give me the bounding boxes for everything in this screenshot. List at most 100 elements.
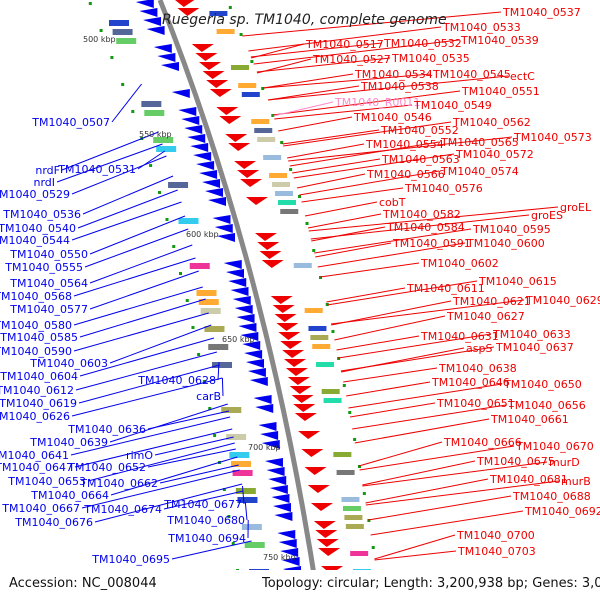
gene-label-forward[interactable]: TM1040_0639 xyxy=(29,436,108,449)
gene-label-forward[interactable]: TM1040_0636 xyxy=(67,423,146,436)
gene-label-forward[interactable]: TM1040_0653 xyxy=(7,475,86,488)
gene-label-forward[interactable]: TM1040_0647 xyxy=(0,461,73,474)
gene-label-reverse[interactable]: TM1040_0692 xyxy=(524,505,600,518)
gene-label-reverse[interactable]: TM1040_0661 xyxy=(490,413,569,426)
gene-label-reverse[interactable]: murD xyxy=(549,456,580,469)
gene-label-reverse[interactable]: TM1040_0584 xyxy=(386,221,465,234)
gene-label-forward[interactable]: TM1040_0667 xyxy=(1,502,80,515)
gene-label-forward[interactable]: TM1040_0619 xyxy=(0,397,77,410)
gene-label-forward[interactable]: TM1040_0529 xyxy=(0,188,70,201)
gene-label-reverse[interactable]: TM1040_0533 xyxy=(442,21,521,34)
rna-label[interactable]: TM1040_R0011 xyxy=(334,96,420,109)
gene-label-reverse[interactable]: TM1040_0681 xyxy=(489,473,568,486)
gene-label-reverse[interactable]: TM1040_0537 xyxy=(502,6,581,19)
gene-label-reverse[interactable]: TM1040_0572 xyxy=(455,148,534,161)
gene-label-reverse[interactable]: TM1040_0565 xyxy=(440,136,519,149)
gene-label-reverse[interactable]: TM1040_0517 xyxy=(305,38,384,51)
gene-label-reverse[interactable]: TM1040_0600 xyxy=(466,237,545,250)
gene-label-forward[interactable]: TM1040_0676 xyxy=(14,516,93,529)
gene-label-reverse[interactable]: TM1040_0650 xyxy=(503,378,582,391)
gene-label-forward[interactable]: TM1040_0531 xyxy=(57,163,136,176)
gene-label-forward[interactable]: TM1040_0603 xyxy=(29,357,108,370)
gene-label-reverse[interactable]: TM1040_0615 xyxy=(478,275,557,288)
gene-label-reverse[interactable]: TM1040_0532 xyxy=(383,37,462,50)
gene-label-reverse[interactable]: TM1040_0539 xyxy=(460,34,539,47)
gene-label-reverse[interactable]: TM1040_0562 xyxy=(452,116,531,129)
gene-label-reverse[interactable]: TM1040_0666 xyxy=(443,436,522,449)
gene-label-reverse[interactable]: TM1040_0551 xyxy=(461,85,540,98)
gene-label-forward[interactable]: TM1040_0550 xyxy=(9,248,88,261)
gene-label-forward[interactable]: TM1040_0585 xyxy=(0,331,78,344)
gene-label-forward[interactable]: TM1040_0680 xyxy=(166,514,245,527)
gene-label-forward[interactable]: nrdF xyxy=(35,164,60,177)
gene-label-reverse[interactable]: TM1040_0688 xyxy=(512,490,591,503)
gene-label-reverse[interactable]: murB xyxy=(561,475,591,488)
gene-label-reverse[interactable]: TM1040_0535 xyxy=(391,52,470,65)
forward-gene-arrow xyxy=(280,548,299,557)
gene-label-reverse[interactable]: TM1040_0527 xyxy=(312,53,391,66)
gene-label-reverse[interactable]: TM1040_0646 xyxy=(431,376,510,389)
gene-label-reverse[interactable]: TM1040_0611 xyxy=(406,282,485,295)
gene-label-forward[interactable]: TM1040_0677 xyxy=(163,498,242,511)
gene-label-reverse[interactable]: TM1040_0554 xyxy=(365,138,444,151)
gene-label-reverse[interactable]: TM1040_0574 xyxy=(440,165,519,178)
gene-label-reverse[interactable]: groES xyxy=(531,209,563,222)
gene-label-forward[interactable]: TM1040_0580 xyxy=(0,319,72,332)
gene-label-forward[interactable]: TM1040_0664 xyxy=(30,489,109,502)
gene-label-reverse[interactable]: TM1040_0595 xyxy=(472,223,551,236)
gene-label-reverse[interactable]: TM1040_0591 xyxy=(392,237,471,250)
gene-label-reverse[interactable]: TM1040_0638 xyxy=(438,362,517,375)
gene-label-forward[interactable]: TM1040_0694 xyxy=(167,532,246,545)
gene-label-reverse[interactable]: TM1040_0631 xyxy=(420,330,499,343)
gene-label-forward[interactable]: TM1040_0544 xyxy=(0,234,70,247)
gene-label-reverse[interactable]: TM1040_0629 xyxy=(525,294,600,307)
gene-label-reverse[interactable]: TM1040_0670 xyxy=(515,440,594,453)
gene-label-reverse[interactable]: TM1040_0700 xyxy=(456,529,535,542)
gene-label-reverse[interactable]: groEL xyxy=(560,201,592,214)
gene-label-forward[interactable]: TM1040_0628 xyxy=(137,374,216,387)
gene-label-reverse[interactable]: ectC xyxy=(510,70,535,83)
gene-label-reverse[interactable]: TM1040_0627 xyxy=(446,310,525,323)
gene-label-forward[interactable]: TM1040_0590 xyxy=(0,345,72,358)
gene-label-reverse[interactable]: TM1040_0545 xyxy=(432,68,511,81)
gene-label-reverse[interactable]: aspS xyxy=(466,342,492,355)
gene-label-reverse[interactable]: TM1040_0563 xyxy=(381,153,460,166)
gene-label-forward[interactable]: TM1040_0674 xyxy=(83,503,162,516)
gene-label-forward[interactable]: carB xyxy=(196,390,221,403)
gene-label-reverse[interactable]: TM1040_0576 xyxy=(404,182,483,195)
gene-label-forward[interactable]: rimO xyxy=(126,449,153,462)
gene-label-forward[interactable]: TM1040_0507 xyxy=(31,116,110,129)
gene-label-forward[interactable]: TM1040_0536 xyxy=(2,208,81,221)
gene-label-reverse[interactable]: TM1040_0675 xyxy=(476,455,555,468)
gene-label-forward[interactable]: TM1040_0612 xyxy=(0,384,74,397)
gene-label-reverse[interactable]: TM1040_0534 xyxy=(354,68,433,81)
gene-label-reverse[interactable]: TM1040_0637 xyxy=(495,341,574,354)
gene-label-reverse[interactable]: cobT xyxy=(379,196,406,209)
gene-label-forward[interactable]: TM1040_0568 xyxy=(0,290,72,303)
gene-label-reverse[interactable]: TM1040_0582 xyxy=(382,208,461,221)
gene-label-reverse[interactable]: TM1040_0546 xyxy=(353,111,432,124)
gene-label-reverse[interactable]: TM1040_0552 xyxy=(380,124,459,137)
gene-label-forward[interactable]: TM1040_0695 xyxy=(91,553,170,566)
gene-label-forward[interactable]: TM1040_0604 xyxy=(0,370,78,383)
gene-label-forward[interactable]: TM1040_0577 xyxy=(9,303,88,316)
gene-label-reverse[interactable]: TM1040_0602 xyxy=(420,257,499,270)
gene-label-reverse[interactable]: TM1040_0703 xyxy=(457,545,536,558)
gene-label-reverse[interactable]: TM1040_0651 xyxy=(436,397,515,410)
gene-label-forward[interactable]: TM1040_0555 xyxy=(4,261,83,274)
gene-label-reverse[interactable]: TM1040_0633 xyxy=(492,328,571,341)
gene-label-reverse[interactable]: TM1040_0566 xyxy=(366,168,445,181)
gene-label-forward[interactable]: TM1040_0662 xyxy=(79,477,158,490)
gene-label-reverse[interactable]: TM1040_0621 xyxy=(452,295,531,308)
gene-label-forward[interactable]: TM1040_0626 xyxy=(0,410,70,423)
gene-label-reverse[interactable]: TM1040_0656 xyxy=(507,399,586,412)
gene-label-forward[interactable]: TM1040_0652 xyxy=(67,461,146,474)
gene-label-reverse[interactable]: TM1040_0549 xyxy=(413,99,492,112)
gene-label-reverse[interactable]: TM1040_0538 xyxy=(360,80,439,93)
gene-label-reverse[interactable]: TM1040_0573 xyxy=(513,131,592,144)
gene-label-forward[interactable]: TM1040_0641 xyxy=(0,449,69,462)
gene-label-forward[interactable]: nrdI xyxy=(33,176,55,189)
feature-marker xyxy=(239,33,243,36)
gene-label-forward[interactable]: TM1040_0540 xyxy=(0,222,76,235)
gene-label-forward[interactable]: TM1040_0564 xyxy=(9,277,88,290)
